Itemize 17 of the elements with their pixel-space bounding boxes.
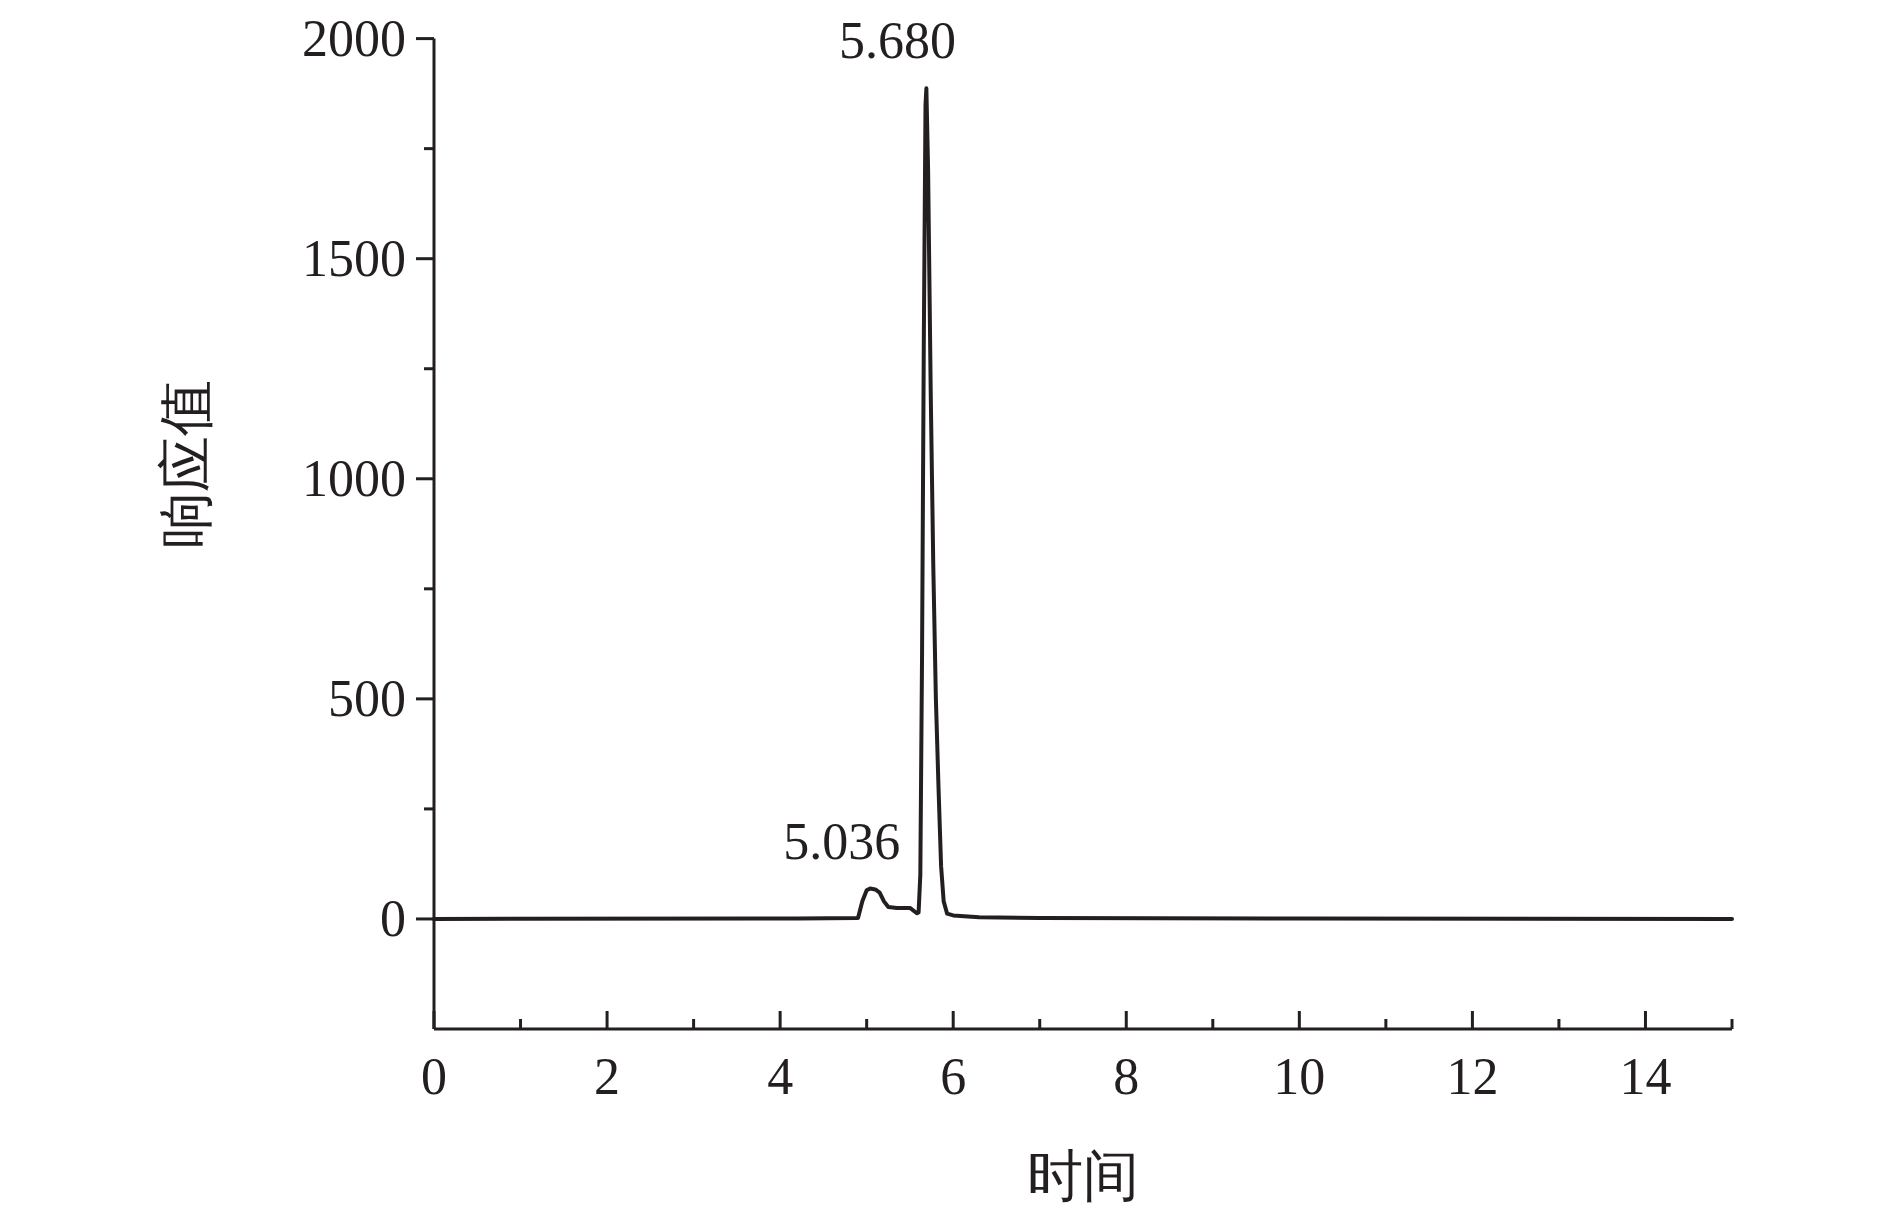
y-axis-title: 响应值 — [155, 379, 217, 548]
y-tick-label: 500 — [328, 669, 406, 727]
y-tick-label: 1500 — [302, 229, 406, 287]
annotation: 5.680 — [839, 12, 957, 70]
x-tick-label: 4 — [767, 1048, 794, 1105]
x-tick-label: 12 — [1446, 1048, 1499, 1105]
y-tick-label: 0 — [380, 889, 406, 947]
x-tick-label: 8 — [1113, 1048, 1140, 1105]
x-tick-label: 0 — [421, 1048, 447, 1105]
x-tick-label: 2 — [594, 1048, 621, 1105]
y-tick-label: 2000 — [302, 9, 406, 67]
x-tick-label: 6 — [940, 1048, 967, 1105]
x-tick-label: 10 — [1273, 1048, 1326, 1105]
x-tick-label: 14 — [1619, 1048, 1672, 1105]
y-tick-label: 1000 — [302, 449, 406, 507]
annotation: 5.036 — [783, 812, 901, 870]
x-axis-title: 时间 — [1027, 1145, 1139, 1207]
